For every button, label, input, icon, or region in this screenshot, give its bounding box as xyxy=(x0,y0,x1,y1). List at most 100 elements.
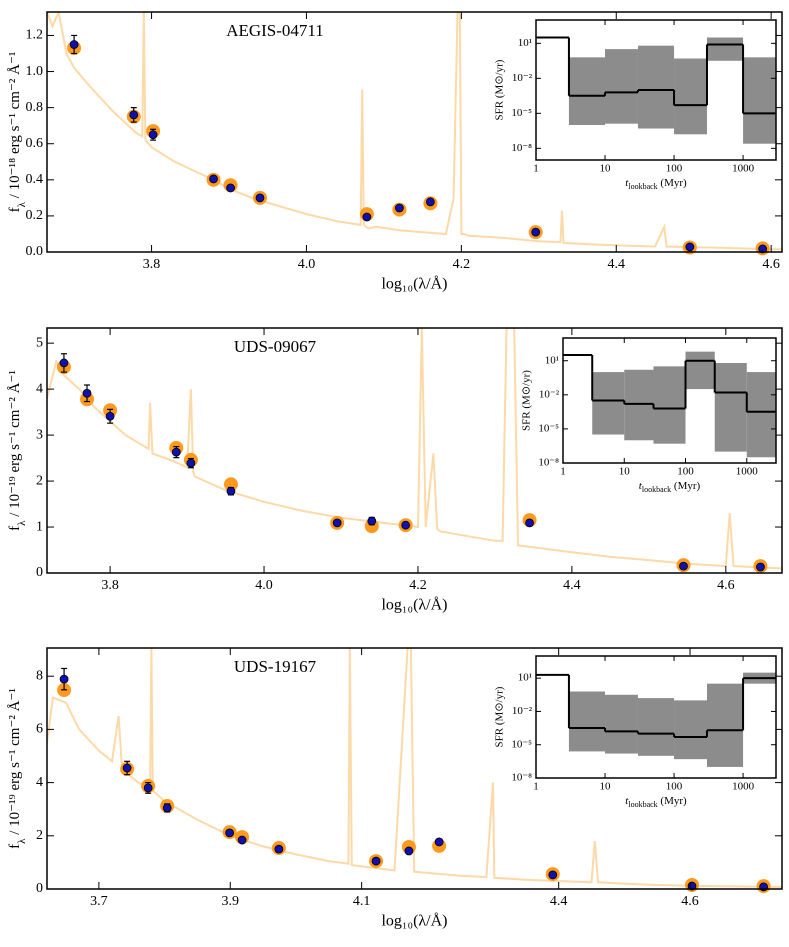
sfr-band xyxy=(685,351,715,390)
inset-x-label-part: lookback xyxy=(628,800,657,809)
y-tick-label: 6 xyxy=(36,722,43,737)
x-tick-label: 4.6 xyxy=(681,894,699,909)
sfr-band xyxy=(568,57,606,125)
y-tick-label: 2 xyxy=(36,828,43,843)
y-tick-label: 10¹ xyxy=(518,37,532,49)
y-tick-label: 10⁻⁵ xyxy=(538,422,559,434)
y-tick-label: 0.4 xyxy=(26,172,44,187)
sfr-band xyxy=(714,363,747,452)
y-tick-label: 10⁻⁸ xyxy=(511,142,532,154)
sfr-band xyxy=(746,372,776,458)
y-tick-label: 10¹ xyxy=(518,672,532,684)
y-tick-label: 10¹ xyxy=(545,354,559,366)
inset-x-label-part: lookback xyxy=(642,485,671,494)
panel-title: UDS-09067 xyxy=(234,337,317,356)
x-tick-label: 1000 xyxy=(736,466,759,478)
observed-point xyxy=(226,183,235,193)
observed-point xyxy=(59,358,69,368)
x-tick-label: 1 xyxy=(533,781,539,793)
observed-point xyxy=(186,458,196,468)
observed-point xyxy=(758,244,768,254)
sfr-band xyxy=(568,691,606,752)
inset-x-label-part: lookback xyxy=(628,182,657,191)
axes-frame xyxy=(46,327,783,574)
y-tick-label: 10⁻⁵ xyxy=(511,738,532,750)
x-tick-label: 1000 xyxy=(732,163,755,175)
observed-point xyxy=(367,516,377,526)
x-tick-label: 3.9 xyxy=(222,894,240,909)
inset-x-label-part: t xyxy=(639,480,643,492)
x-tick-label: 1000 xyxy=(732,781,755,793)
y-tick-label: 4 xyxy=(36,775,43,790)
inset-x-label-part: t xyxy=(625,795,629,807)
observed-point xyxy=(531,227,541,237)
y-tick-label: 10⁻² xyxy=(512,705,533,717)
observed-point xyxy=(394,203,404,213)
axes-frame xyxy=(46,11,783,253)
observed-point xyxy=(209,174,218,184)
observed-point xyxy=(425,197,435,207)
x-tick-label: 1 xyxy=(533,163,539,175)
observed-point xyxy=(162,803,172,813)
spectrum xyxy=(47,12,782,251)
inset-y-label: SFR (M⊙/yr) xyxy=(521,370,533,431)
sfr-band xyxy=(706,37,744,61)
y-tick-label: 0 xyxy=(36,565,43,580)
observed-point xyxy=(143,783,153,793)
x-tick-label: 10 xyxy=(600,163,612,175)
axes-frame xyxy=(46,647,783,890)
sfr-band xyxy=(605,49,638,124)
x-tick-label: 4.6 xyxy=(717,578,735,593)
y-tick-label: 1 xyxy=(36,519,43,534)
y-tick-label: 0 xyxy=(36,881,43,896)
x-tick-label: 3.7 xyxy=(90,894,108,909)
axes-frame xyxy=(535,19,777,161)
y-axis-label: fλ / 10⁻¹⁹ erg s⁻¹ cm⁻² Å⁻¹ xyxy=(7,688,27,849)
observed-point xyxy=(171,447,181,457)
x-tick-label: 100 xyxy=(666,163,683,175)
observed-point xyxy=(82,388,92,398)
observed-point xyxy=(226,486,236,496)
spectrum xyxy=(47,648,782,888)
inset-x-label-part: (Myr) xyxy=(658,177,687,189)
y-tick-label: 0.8 xyxy=(26,100,44,115)
inset-x-label-part: t xyxy=(625,177,629,189)
x-tick-label: 10 xyxy=(600,781,612,793)
observed-point xyxy=(362,212,372,222)
observed-point xyxy=(105,411,115,421)
observed-point xyxy=(679,561,688,571)
y-tick-label: 10⁻² xyxy=(512,72,533,84)
y-axis-label-part: f xyxy=(7,844,23,849)
y-axis-label-part: f xyxy=(7,526,23,531)
y-tick-label: 4 xyxy=(36,381,43,396)
observed-point xyxy=(525,518,534,528)
inset-y-label: SFR (M⊙/yr) xyxy=(494,59,506,120)
sfr-band xyxy=(605,694,638,754)
observed-point xyxy=(237,835,247,845)
axes-frame xyxy=(562,337,777,464)
y-axis-label: fλ / 10⁻¹⁸ erg s⁻¹ cm⁻² Å⁻¹ xyxy=(7,52,27,213)
x-axis-label: log₁₀(λ/Å) xyxy=(381,596,447,614)
y-axis-label-part: / 10⁻¹⁸ erg s⁻¹ cm⁻² Å⁻¹ xyxy=(7,52,23,202)
sfr-band xyxy=(624,369,654,441)
y-tick-label: 1.2 xyxy=(26,28,44,43)
observed-point xyxy=(404,846,414,856)
x-tick-label: 1 xyxy=(560,466,566,478)
sfr-band xyxy=(653,366,686,444)
y-tick-label: 10⁻⁸ xyxy=(538,457,559,469)
inset-x-label-part: (Myr) xyxy=(671,480,700,492)
y-axis-label-part: / 10⁻¹⁹ erg s⁻¹ cm⁻² Å⁻¹ xyxy=(7,370,23,520)
inset-x-label-part: (Myr) xyxy=(658,795,687,807)
y-tick-label: 10⁻⁵ xyxy=(511,107,532,119)
sfr-band xyxy=(637,698,675,756)
inset-y-label: SFR (M⊙/yr) xyxy=(494,686,506,747)
observed-point xyxy=(548,870,558,880)
y-tick-label: 2 xyxy=(36,473,43,488)
x-tick-label: 4.1 xyxy=(353,894,371,909)
y-tick-label: 10⁻⁸ xyxy=(511,772,532,784)
observed-point xyxy=(371,856,381,866)
y-axis-label-part: λ xyxy=(16,520,28,526)
observed-point xyxy=(122,763,132,773)
y-tick-label: 0.6 xyxy=(26,136,44,151)
x-tick-label: 100 xyxy=(677,466,694,478)
